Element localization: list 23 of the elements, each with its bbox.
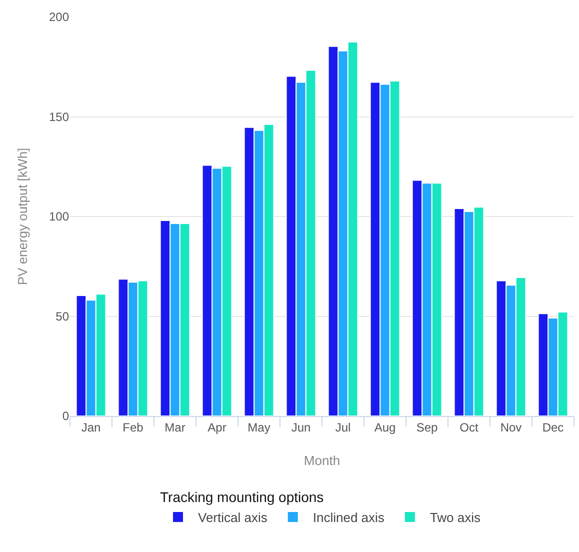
x-tick-label: May <box>248 420 270 434</box>
x-tick-label: Jun <box>291 420 311 434</box>
y-tick-label: 50 <box>56 309 70 324</box>
y-tick-label: 200 <box>48 10 70 24</box>
x-tick-label: Aug <box>374 420 396 434</box>
y-tick-label: 0 <box>62 409 70 424</box>
x-tick-label: Jul <box>335 420 351 434</box>
legend-label: Inclined axis <box>312 510 385 526</box>
x-tick-label: Apr <box>208 420 226 434</box>
y-axis-title: PV energy output [kWh] <box>14 148 30 286</box>
legend-label: Two axis <box>430 510 481 526</box>
x-tick-label: Sep <box>416 420 438 434</box>
y-tick-label: 100 <box>48 210 70 224</box>
x-axis-title: Month <box>304 453 340 468</box>
x-tick-label: Nov <box>500 420 522 434</box>
y-tick-label: 150 <box>48 110 70 124</box>
x-tick-label: Dec <box>542 420 564 434</box>
x-tick-label: Oct <box>460 420 479 434</box>
x-tick-label: Feb <box>122 420 144 434</box>
legend-title: Tracking mounting options <box>160 489 324 506</box>
legend-label: Vertical axis <box>198 510 268 526</box>
x-tick-label: Mar <box>164 420 186 434</box>
x-tick-label: Jan <box>81 420 101 434</box>
